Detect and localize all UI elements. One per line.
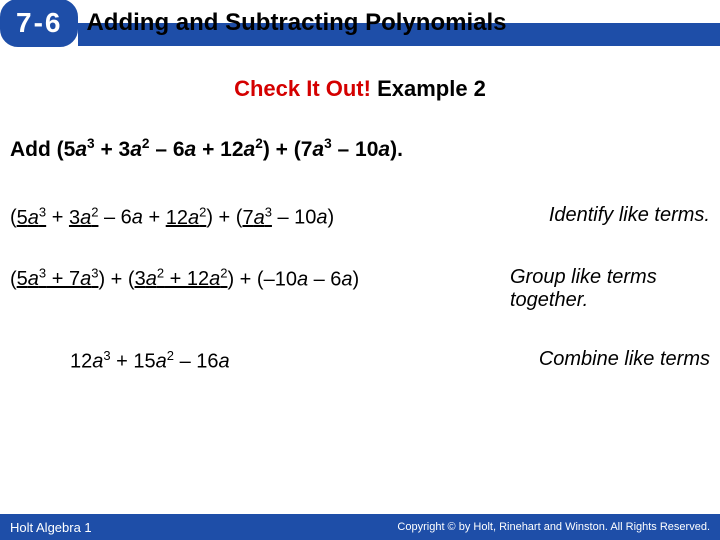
footer-book: Holt Algebra 1: [10, 520, 92, 535]
step-hint: Identify like terms.: [549, 204, 710, 227]
page-title: Adding and Subtracting Polynomials: [86, 9, 506, 37]
step-expression: (5a3 + 7a3) + (3a2 + 12a2) + (–10a – 6a): [10, 266, 359, 292]
step-hint: Combine like terms: [539, 348, 710, 371]
example-label: Check It Out! Example 2: [0, 76, 720, 102]
header-bar: 7-6 Adding and Subtracting Polynomials: [0, 0, 720, 46]
footer-bar: Holt Algebra 1 Copyright © by Holt, Rine…: [0, 514, 720, 540]
problem-prompt: Add (5a3 + 3a2 – 6a + 12a2) + (7a3 – 10a…: [10, 136, 710, 162]
title-wrap: Adding and Subtracting Polynomials: [78, 0, 720, 46]
footer-copyright: Copyright © by Holt, Rinehart and Winsto…: [397, 521, 710, 533]
step-hint: Group like terms together.: [510, 266, 710, 312]
section-badge: 7-6: [0, 0, 78, 47]
step-expression: 12a3 + 15a2 – 16a: [70, 348, 230, 374]
content: Add (5a3 + 3a2 – 6a + 12a2) + (7a3 – 10a…: [0, 136, 720, 373]
step-expression: (5a3 + 3a2 – 6a + 12a2) + (7a3 – 10a): [10, 204, 334, 230]
step-line: (5a3 + 3a2 – 6a + 12a2) + (7a3 – 10a) Id…: [10, 204, 710, 230]
step-line: 12a3 + 15a2 – 16a Combine like terms: [10, 348, 710, 374]
step-line: (5a3 + 7a3) + (3a2 + 12a2) + (–10a – 6a)…: [10, 266, 710, 312]
example-label-red: Check It Out!: [234, 76, 371, 101]
example-label-black: Example 2: [371, 76, 486, 101]
